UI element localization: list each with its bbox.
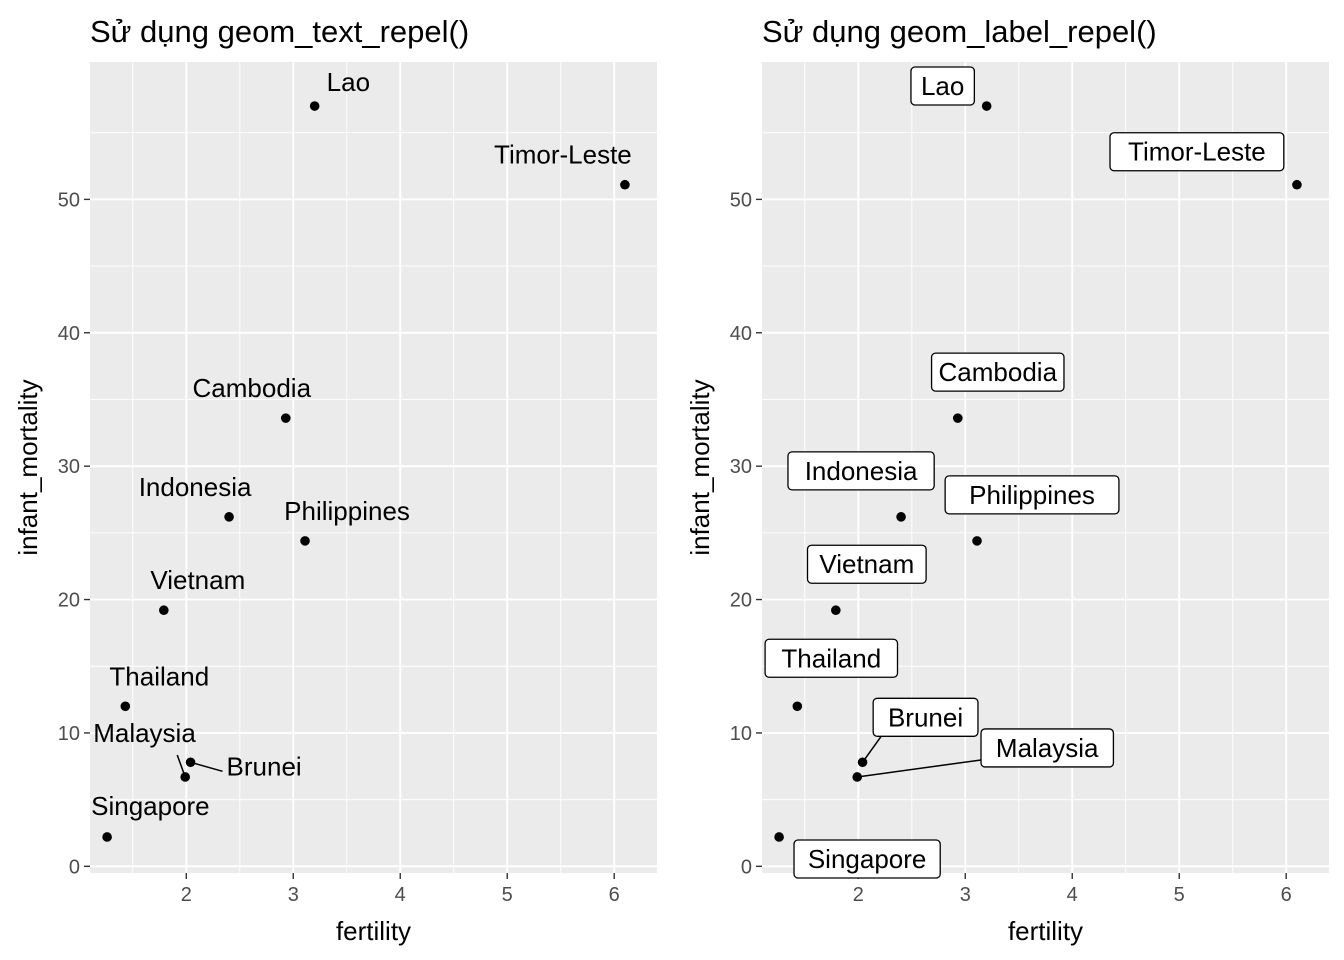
point-philippines (300, 536, 310, 546)
label-box-philippines (944, 475, 1120, 515)
label-box-singapore (793, 839, 941, 879)
y-tick-label: 50 (730, 189, 752, 211)
point-label-lao: Lao (327, 67, 370, 97)
label-box-cambodia (930, 352, 1065, 392)
label-box-thailand (764, 638, 899, 678)
point-cambodia (952, 413, 963, 423)
point-singapore (102, 832, 112, 842)
y-tick-label: 50 (58, 189, 80, 211)
y-axis-title: infant_mortality (685, 379, 715, 555)
label-segment-brunei (190, 761, 223, 773)
y-tick-label: 20 (58, 590, 80, 612)
point-label-lao: Lao (921, 71, 964, 101)
point-label-indonesia: Indonesia (139, 472, 252, 502)
point-lao (981, 101, 992, 111)
point-label-thailand: Thailand (109, 661, 209, 691)
x-tick-label: 3 (288, 884, 299, 906)
y-axis-title: infant_mortality (13, 379, 43, 555)
point-singapore (774, 832, 784, 842)
point-vietnam (159, 605, 169, 616)
point-timor-leste (1292, 179, 1302, 190)
point-label-malaysia: Malaysia (996, 733, 1099, 763)
point-label-philippines: Philippines (969, 480, 1095, 510)
point-philippines (972, 536, 982, 546)
point-label-singapore: Singapore (91, 791, 210, 821)
point-label-timor-leste: Timor-Leste (1128, 137, 1266, 167)
x-tick-label: 2 (181, 884, 192, 906)
point-label-vietnam: Vietnam (819, 549, 914, 579)
point-label-timor-leste: Timor-Leste (494, 140, 632, 170)
x-axis-title: fertility (336, 916, 411, 946)
y-tick-label: 20 (730, 590, 752, 612)
point-label-vietnam: Vietnam (150, 565, 245, 595)
chart-title: Sử dụng geom_label_repel() (762, 14, 1157, 49)
y-tick-label: 10 (730, 723, 752, 745)
label-box-malaysia (980, 728, 1115, 768)
point-timor-leste (620, 179, 630, 190)
point-indonesia (224, 512, 234, 522)
point-malaysia (180, 772, 191, 782)
chart-title: Sử dụng geom_text_repel() (90, 14, 469, 49)
x-tick-label: 4 (1067, 884, 1078, 906)
y-tick-label: 10 (58, 723, 80, 745)
y-tick-label: 0 (741, 856, 752, 878)
x-tick-label: 5 (502, 884, 513, 906)
y-tick-label: 40 (730, 323, 752, 345)
point-lao (309, 101, 320, 111)
label-box-timor-leste (1109, 132, 1285, 172)
y-tick-label: 30 (730, 456, 752, 478)
x-axis-title: fertility (1008, 916, 1083, 946)
label-box-vietnam (806, 544, 927, 584)
point-label-cambodia: Cambodia (939, 357, 1058, 387)
label-box-lao (910, 66, 976, 106)
point-label-cambodia: Cambodia (193, 373, 312, 403)
point-indonesia (896, 512, 906, 522)
y-tick-label: 30 (58, 456, 80, 478)
x-tick-label: 2 (853, 884, 864, 906)
label-box-indonesia (787, 451, 935, 491)
panel-text-repel: Sử dụng geom_text_repel() 2 3 4 5 6 0 10 20 30 40 5… (13, 14, 657, 946)
point-brunei (185, 757, 196, 768)
x-tick-label: 4 (395, 884, 406, 906)
point-label-malaysia: Malaysia (93, 718, 196, 748)
label-segment-brunei (861, 735, 882, 763)
point-label-indonesia: Indonesia (805, 456, 918, 486)
panel-label-repel: Sử dụng geom_label_repel() 2 3 4 5 6 0 10 20 30 40… (685, 14, 1329, 946)
plot-background (90, 62, 657, 873)
point-label-philippines: Philippines (284, 496, 410, 526)
label-segment-malaysia (857, 759, 982, 778)
x-tick-label: 6 (609, 884, 620, 906)
point-brunei (857, 757, 868, 768)
point-label-brunei: Brunei (227, 751, 302, 781)
x-tick-label: 6 (1281, 884, 1292, 906)
point-thailand (792, 701, 803, 712)
point-label-thailand: Thailand (781, 643, 881, 673)
point-vietnam (831, 605, 841, 616)
y-tick-label: 0 (69, 856, 80, 878)
point-label-singapore: Singapore (808, 844, 927, 874)
point-thailand (120, 701, 131, 712)
x-tick-label: 5 (1174, 884, 1185, 906)
point-cambodia (280, 413, 291, 423)
point-malaysia (852, 772, 863, 782)
y-tick-label: 40 (58, 323, 80, 345)
point-label-brunei: Brunei (888, 702, 963, 732)
x-tick-label: 3 (960, 884, 971, 906)
label-box-brunei (872, 697, 979, 737)
